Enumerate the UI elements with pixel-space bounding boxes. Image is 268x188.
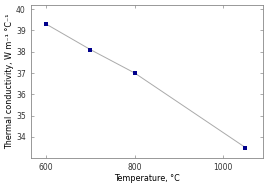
- Point: [44, 23, 48, 26]
- Point: [243, 146, 248, 149]
- Point: [88, 48, 92, 51]
- Y-axis label: Thermal conductivity, W m⁻¹ °C⁻¹: Thermal conductivity, W m⁻¹ °C⁻¹: [5, 14, 14, 149]
- Point: [132, 71, 137, 74]
- X-axis label: Temperature, °C: Temperature, °C: [114, 174, 180, 183]
